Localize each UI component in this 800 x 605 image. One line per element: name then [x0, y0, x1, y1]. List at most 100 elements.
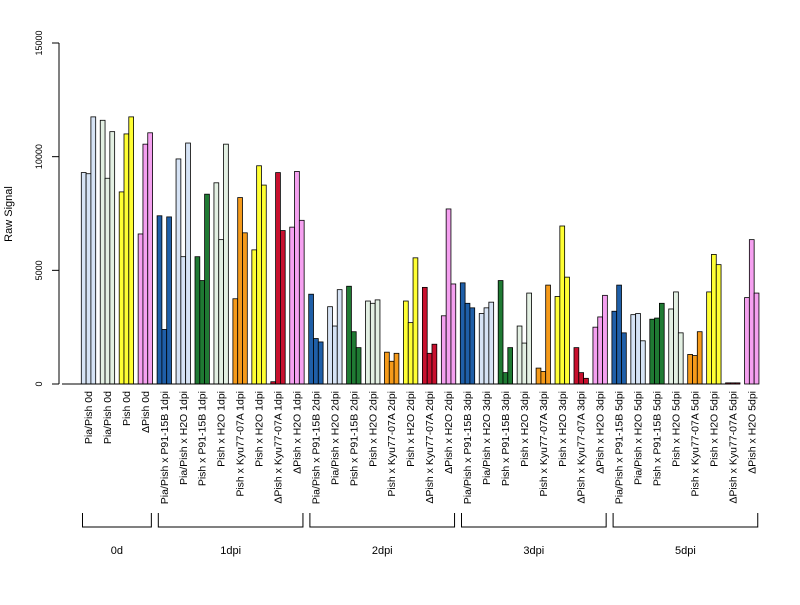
x-tick-label: Pia/Pish x P91-15B 5dpi	[614, 391, 626, 504]
x-tick-label: ΔPish x Kyu77-07A 1dpi	[273, 391, 285, 504]
bar	[237, 197, 243, 385]
bar	[384, 351, 390, 385]
bar	[748, 239, 755, 385]
bar	[677, 332, 684, 385]
bar	[308, 293, 314, 385]
bar	[483, 307, 490, 385]
bars	[80, 116, 760, 385]
bar	[706, 291, 712, 385]
group-bracket	[82, 513, 152, 528]
y-tick-label: 0	[34, 381, 44, 386]
bar	[592, 326, 599, 385]
group-label: 5dpi	[675, 545, 696, 557]
bar	[194, 256, 201, 385]
bar	[715, 264, 722, 385]
bar	[327, 306, 333, 385]
x-tick-label: ΔPish x H2O 3dpi	[595, 391, 607, 474]
x-tick-label: ΔPish x Kyu77-07A 5dpi	[727, 391, 739, 504]
x-tick-label: Pia/Pish x P91-15B 2dpi	[310, 391, 322, 504]
bar	[374, 299, 381, 385]
bar	[488, 301, 495, 385]
bar	[668, 308, 674, 385]
bar	[412, 257, 419, 385]
bar	[602, 294, 608, 385]
bar	[137, 233, 144, 385]
bar	[256, 165, 262, 385]
bar	[332, 325, 338, 385]
x-tick-label: Pia/Pish x H2O 1dpi	[178, 391, 190, 485]
bar	[744, 297, 750, 385]
x-tick-label: ΔPish x H2O 5dpi	[746, 391, 758, 474]
bar	[469, 307, 476, 385]
bar	[440, 315, 447, 385]
x-tick-label: Pish x H2O 2dpi	[367, 391, 379, 467]
x-tick-label: Pish x Kyu77-07A 5dpi	[689, 391, 701, 497]
bar	[185, 142, 191, 385]
bar	[403, 300, 409, 385]
bar	[393, 352, 400, 385]
x-tick-label: Pia/Pish x P91-15B 1dpi	[159, 391, 171, 504]
bar	[261, 184, 267, 385]
bar	[275, 172, 281, 385]
x-tick-label: Pia/Pish x H2O 3dpi	[481, 391, 493, 485]
bar	[649, 318, 655, 385]
bar	[431, 343, 438, 385]
x-tick-label: Pish x Kyu77-07A 1dpi	[235, 391, 247, 497]
x-tick-label: Pia/Pish x P91-15B 3dpi	[462, 391, 474, 504]
bar	[559, 225, 566, 385]
bar	[407, 322, 414, 385]
bar	[545, 284, 551, 385]
bar	[251, 249, 258, 385]
x-tick-label: Pish x H2O 5dpi	[670, 391, 682, 467]
bar	[616, 284, 622, 385]
x-tick-label: ΔPish x H2O 1dpi	[291, 391, 303, 474]
bar	[218, 239, 224, 385]
bar	[711, 254, 717, 385]
bar	[99, 119, 106, 385]
bar	[199, 280, 206, 385]
group-bracket	[309, 513, 456, 528]
bar	[450, 283, 457, 385]
bar	[80, 172, 87, 385]
x-tick-label: Pish x P91-15B 1dpi	[197, 391, 209, 486]
x-tick-label: Pia/Pish 0d	[83, 391, 95, 444]
bar	[583, 377, 589, 385]
y-axis-label: Raw Signal	[3, 186, 15, 242]
bar	[156, 215, 163, 385]
bar	[346, 285, 352, 385]
bar	[388, 360, 395, 385]
bar	[687, 354, 693, 385]
group-brackets: 0d 1dpi 2dpi 3dpi 5dpi	[82, 513, 759, 557]
group-label: 2dpi	[372, 545, 393, 557]
bar	[502, 372, 509, 385]
bar	[336, 289, 343, 385]
x-tick-label: Pish x P91-15B 2dpi	[348, 391, 360, 486]
x-tick-label: Pia/Pish x H2O 5dpi	[633, 391, 645, 485]
x-tick-label: Pia/Pish 0d	[102, 391, 114, 444]
bar	[350, 331, 357, 385]
bar	[369, 302, 376, 385]
bar	[313, 338, 319, 385]
bar	[516, 325, 523, 385]
x-tick-label: ΔPish x Kyu77-07A 3dpi	[576, 391, 588, 504]
x-tick-labels: Pia/Pish 0d Pia/Pish 0d Pish 0d ΔPish 0d Pia…	[83, 391, 758, 504]
bar	[142, 143, 149, 385]
bar	[673, 291, 679, 385]
bar	[128, 116, 135, 385]
group-label: 0d	[111, 545, 123, 557]
bar	[204, 193, 210, 385]
x-tick-label: Pish 0d	[121, 391, 133, 426]
bar	[175, 158, 182, 385]
x-tick-label: Pish x H2O 2dpi	[405, 391, 417, 467]
bar	[118, 191, 125, 385]
bar	[507, 347, 513, 385]
x-tick-label: Pish x H2O 1dpi	[254, 391, 266, 467]
bar	[554, 296, 561, 385]
bar	[294, 171, 300, 385]
bar	[355, 347, 362, 385]
bar	[635, 313, 641, 385]
bar	[564, 276, 570, 385]
bar	[535, 367, 542, 385]
bar	[213, 182, 220, 385]
